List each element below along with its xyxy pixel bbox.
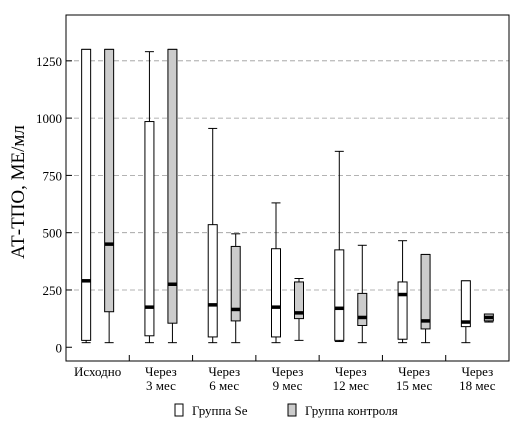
x-tick-label: Через — [398, 364, 430, 379]
box-se — [144, 51, 155, 344]
x-tick-label: Через — [335, 364, 367, 379]
y-tick-label: 1250 — [36, 54, 62, 69]
x-tick-label: 15 мес — [396, 378, 433, 393]
box-control — [294, 278, 304, 341]
box-iqr — [104, 48, 115, 313]
box-iqr — [271, 248, 281, 338]
box-control — [483, 313, 494, 323]
box-iqr — [230, 245, 241, 322]
legend-swatch-se — [174, 403, 184, 417]
x-tick-label: Через — [272, 364, 304, 379]
x-tick-label: 12 мес — [333, 378, 370, 393]
box-control — [230, 233, 241, 344]
legend-label-se: Группа Se — [192, 403, 248, 418]
box-iqr — [294, 281, 304, 320]
legend: Группа Se Группа контроля — [174, 403, 398, 418]
y-tick-label: 0 — [56, 340, 63, 355]
box-control — [167, 48, 178, 344]
box-iqr — [81, 48, 92, 341]
x-tick-label: 6 мес — [209, 378, 239, 393]
legend-label-control: Группа контроля — [305, 403, 398, 418]
box-iqr — [357, 292, 368, 326]
box-iqr — [420, 253, 431, 330]
box-iqr — [167, 48, 178, 324]
box-se — [207, 127, 218, 344]
box-control — [357, 244, 368, 344]
box-series — [81, 48, 494, 344]
x-tick-label: 9 мес — [273, 378, 303, 393]
box-control — [104, 48, 115, 344]
box-iqr — [144, 121, 155, 337]
box-iqr — [397, 281, 408, 340]
x-tick-label: Через — [208, 364, 240, 379]
y-tick-label: 750 — [43, 168, 63, 183]
y-tick-label: 500 — [43, 226, 63, 241]
box-control — [420, 253, 431, 344]
box-iqr — [207, 224, 218, 338]
box-se — [460, 280, 471, 344]
plot-frame — [65, 14, 510, 362]
x-tick-label: Через — [461, 364, 493, 379]
legend-swatch-control — [287, 403, 297, 417]
x-tick-label: Исходно — [74, 364, 121, 379]
x-tick-label: 3 мес — [146, 378, 176, 393]
box-se — [334, 150, 345, 343]
y-tick-label: 250 — [43, 283, 63, 298]
y-axis-label: АТ-ТПО, МЕ/мл — [8, 125, 29, 259]
x-tick-label: Через — [145, 364, 177, 379]
box-se — [397, 240, 408, 344]
y-tick-label: 1000 — [36, 111, 62, 126]
box-iqr — [334, 249, 345, 341]
gridlines — [66, 60, 509, 291]
box-se — [81, 48, 92, 344]
x-tick-label: 18 мес — [459, 378, 496, 393]
box-se — [271, 202, 281, 344]
box-iqr — [460, 280, 471, 328]
